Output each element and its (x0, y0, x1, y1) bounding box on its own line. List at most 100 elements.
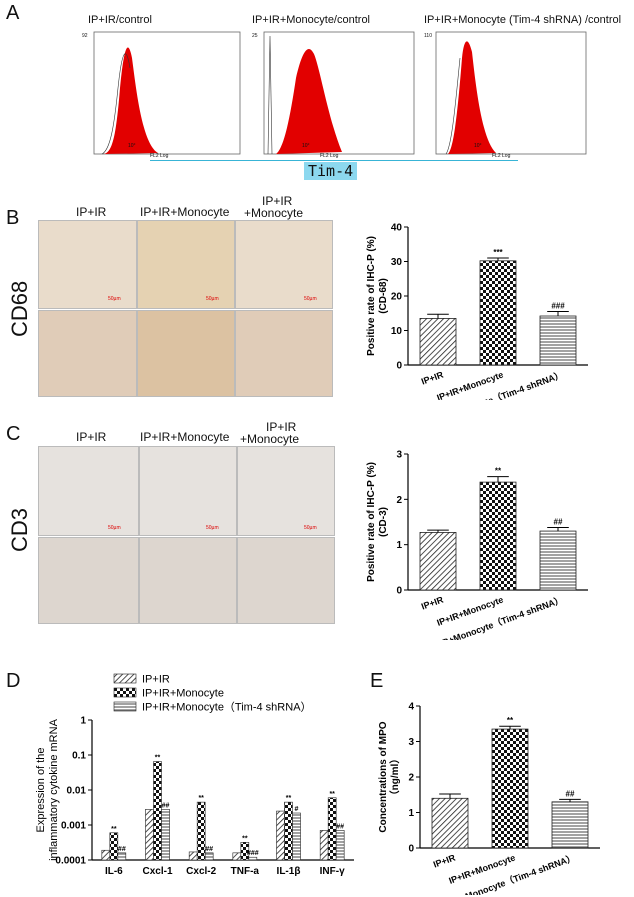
flow-ymax-1: 92 (82, 33, 88, 39)
y-tick-label: 30 (391, 257, 403, 268)
y-tick-label: 0.01 (67, 786, 87, 797)
bar (479, 481, 517, 591)
flow-title-2: IP+IR+Monocyte/control (252, 14, 371, 26)
bar (335, 830, 345, 861)
bar (539, 315, 577, 366)
category-label: IP+IR (432, 852, 457, 869)
flow-ymax-2: 25 (252, 33, 258, 39)
bar (232, 852, 242, 861)
y-axis-label-2: (CD-3) (378, 507, 389, 537)
bar (101, 849, 111, 861)
significance-mark: ** (155, 755, 161, 762)
cd3-micrograph-high-2 (139, 537, 237, 624)
flow-xlabel-3: FL2 Log (492, 153, 511, 159)
cd68-row-label: CD68 (7, 280, 32, 337)
bar (188, 851, 198, 861)
y-axis-label-2: (CD-68) (378, 278, 389, 314)
bar (327, 797, 337, 861)
y-tick-label: 2 (396, 495, 402, 506)
y-tick-label: 0.1 (72, 751, 86, 762)
y-axis-label: Expression of the (35, 748, 47, 833)
chart-mpo: 01234IP+IR**IP+IR+Monocyte##IP+IR+Monocy… (378, 702, 600, 895)
flow-xtick-3: 10° (474, 143, 482, 149)
category-label: INF-γ (320, 866, 345, 877)
cd68-scale-3: 50µm (304, 296, 317, 302)
cd68-micrograph-low-3 (235, 220, 333, 309)
flow-title-1: IP+IR/control (88, 14, 152, 26)
significance-mark: ## (336, 823, 344, 830)
category-label: IL-1β (277, 866, 301, 877)
chart-cytokine-mrna: 0.00010.0010.010.11**##IL-6**##Cxcl-1**#… (35, 674, 354, 877)
tim4-underline (150, 160, 518, 161)
cd3-col-title-1: IP+IR (76, 430, 107, 444)
cd3-scale-1: 50µm (108, 525, 121, 531)
significance-mark: ** (329, 791, 335, 798)
y-tick-label: 4 (408, 702, 414, 713)
y-tick-label: 1 (80, 716, 86, 727)
legend-label: IP+IR+Monocyte (142, 688, 224, 700)
bar (539, 530, 577, 591)
bar (117, 852, 127, 861)
significance-mark: ** (242, 835, 248, 842)
cd3-scale-3: 50µm (304, 525, 317, 531)
y-tick-label: 0 (408, 844, 414, 855)
tim4-label: Tim-4 (304, 162, 358, 180)
category-label: IL-6 (105, 866, 123, 877)
y-tick-label: 0 (396, 586, 402, 597)
bar (419, 318, 457, 366)
cd68-micrograph-low-1 (38, 220, 137, 309)
flow-xlabel-2: FL2 Log (320, 153, 339, 159)
cd68-col-title-3b: +Monocyte (244, 206, 304, 220)
y-tick-label: 40 (391, 223, 403, 234)
bar (204, 852, 214, 861)
bar (240, 842, 250, 861)
cd68-col-title-2: IP+IR+Monocyte (140, 205, 230, 219)
flow-histogram-3 (435, 31, 587, 155)
cd3-row-label: CD3 (7, 507, 32, 552)
y-tick-label: 0.0001 (55, 856, 86, 867)
category-label: Cxcl-1 (142, 866, 172, 877)
bar (153, 761, 162, 861)
panel-letter-d: D (6, 670, 21, 692)
significance-mark: ** (495, 467, 502, 476)
cd68-scale-1: 50µm (108, 296, 121, 302)
chart-cd3: 0123IP+IR**IP+IR+Monocyte##IP+IR+Monocyt… (366, 450, 588, 640)
y-tick-label: 10 (391, 326, 403, 337)
cd3-col-title-3b: +Monocyte (240, 432, 300, 446)
cd3-micrograph-high-1 (38, 537, 139, 624)
y-axis-label-2: （ng/ml） (388, 754, 401, 801)
cd3-scale-2: 50µm (206, 525, 219, 531)
cd68-micrograph-low-2 (137, 220, 235, 309)
flow-xlabel-1: FL2 Log (150, 153, 169, 159)
y-tick-label: 1 (408, 808, 414, 819)
bar (145, 809, 154, 861)
bar (109, 832, 119, 861)
legend-label: IP+IR+Monocyte（Tim-4 shRNA） (142, 701, 312, 714)
y-axis-label: Positive rate of IHC-P (%) (366, 462, 377, 582)
bar (292, 812, 301, 861)
legend-swatch (113, 701, 137, 712)
significance-mark: ### (247, 850, 259, 857)
panel-letter-b: B (6, 207, 20, 229)
bar (491, 728, 529, 849)
category-label: IP+IR (420, 594, 445, 611)
cd3-micrograph-low-3 (237, 446, 335, 536)
significance-mark: ## (162, 802, 170, 809)
category-label: IP+IR (420, 369, 445, 386)
cd3-micrograph-low-2 (139, 446, 237, 536)
significance-mark: ** (198, 795, 204, 802)
cd3-micrograph-low-1 (38, 446, 139, 536)
significance-mark: ### (551, 302, 565, 311)
significance-mark: ** (507, 716, 514, 725)
panel-letter-e: E (370, 670, 384, 692)
flow-xtick-1: 10° (128, 143, 136, 149)
bar (161, 809, 170, 861)
category-label: TNF-a (231, 866, 260, 877)
significance-mark: *** (493, 248, 503, 257)
panel-letter-c: C (6, 423, 21, 445)
chart-cd68: 010203040IP+IR***IP+IR+Monocyte###IP+IR+… (366, 223, 588, 400)
significance-mark: ** (111, 826, 117, 833)
flow-histogram-1 (93, 31, 241, 155)
panel-letter-a: A (6, 2, 20, 24)
significance-mark: # (295, 806, 299, 813)
